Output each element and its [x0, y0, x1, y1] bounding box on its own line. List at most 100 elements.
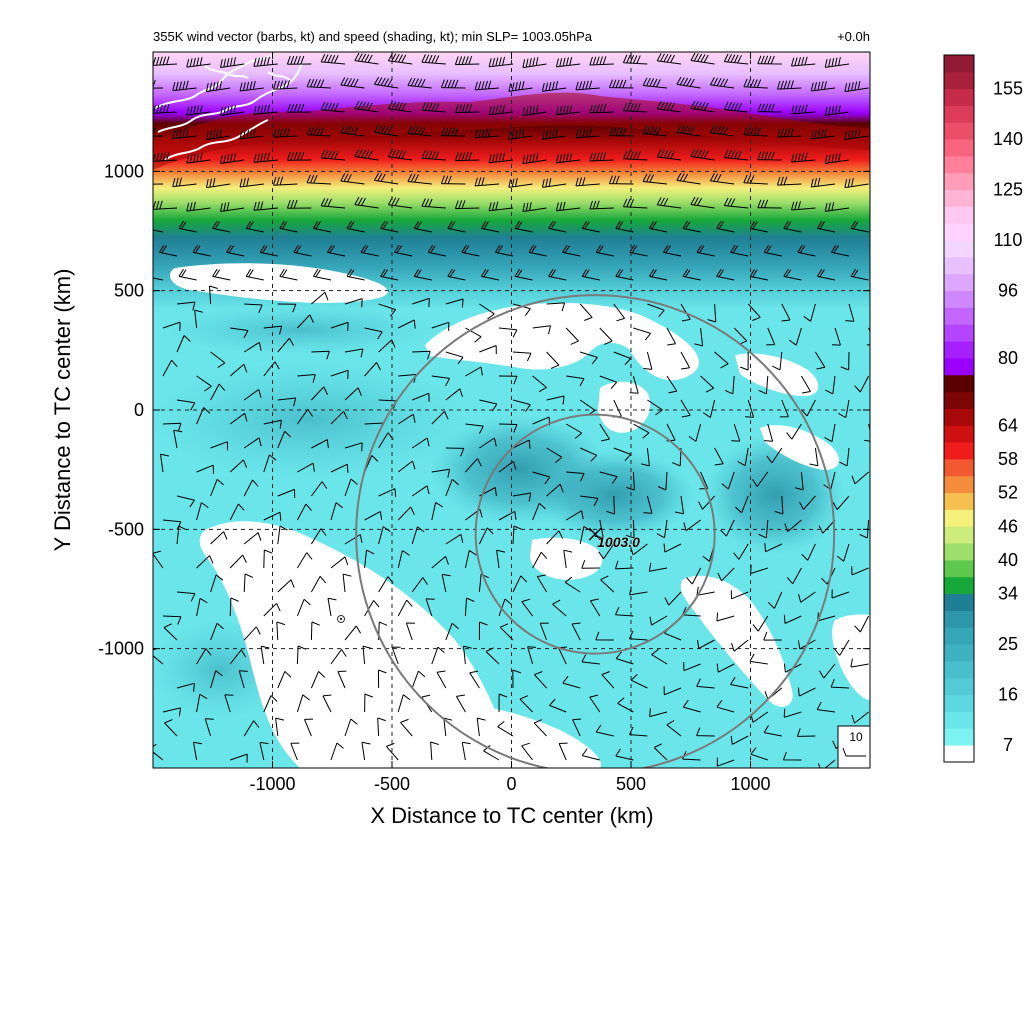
wind-barb: [707, 303, 717, 323]
wind-barb: [153, 104, 178, 114]
wind-barb: [387, 148, 413, 161]
wind-barb: [563, 549, 573, 569]
x-axis-label: X Distance to TC center (km): [370, 803, 653, 828]
wind-barb: [277, 337, 295, 353]
wind-barb: [330, 369, 349, 379]
wind-barb: [196, 693, 208, 713]
colorbar-segment: [944, 122, 974, 140]
wind-barb: [683, 519, 701, 532]
wind-barb: [378, 488, 397, 498]
wind-barb: [633, 423, 650, 439]
wind-barb: [441, 573, 451, 593]
wind-barb: [643, 495, 653, 514]
wind-barb: [532, 375, 547, 393]
wind-barb: [153, 743, 164, 761]
wind-barb: [824, 105, 850, 116]
wind-barb: [253, 201, 278, 211]
wind-barb: [766, 447, 783, 464]
wind-barb: [622, 54, 648, 65]
wind-barb: [532, 471, 551, 485]
colorbar-tick-label: 40: [998, 550, 1018, 570]
wind-barb: [397, 550, 410, 569]
wind-barb: [164, 719, 178, 737]
wind-barb: [743, 126, 768, 137]
wind-barb: [845, 303, 855, 322]
wind-barb: [521, 742, 533, 761]
wind-barb: [306, 174, 332, 185]
wind-barb: [344, 387, 362, 401]
wind-barb: [579, 447, 598, 462]
range-rings: [355, 294, 836, 768]
wind-barb: [176, 399, 196, 411]
wind-barb: [153, 550, 164, 569]
wind-barb: [844, 129, 869, 141]
wind-barb: [832, 495, 850, 510]
wind-barb: [763, 725, 782, 737]
wind-barb: [320, 101, 346, 113]
wind-barb: [488, 104, 514, 116]
wind-barb: [579, 303, 593, 321]
wind-barb: [656, 149, 682, 161]
wind-barb: [277, 671, 292, 689]
wind-barb: [595, 724, 614, 737]
wind-barb: [716, 663, 735, 673]
wind-barb: [696, 586, 715, 596]
wind-barb: [836, 543, 850, 562]
wind-barb: [615, 748, 634, 761]
wind-barb: [263, 361, 280, 377]
wind-barb: [680, 351, 691, 370]
wind-barb: [696, 244, 715, 257]
wind-barb: [565, 423, 583, 439]
wind-barb: [844, 81, 869, 93]
y-axis: -1000 -500 0 500 1000: [98, 161, 870, 659]
colorbar-segment: [944, 475, 974, 494]
wind-barb: [745, 399, 755, 418]
wind-barb: [277, 525, 288, 545]
wind-barb: [153, 229, 164, 233]
calm-marker: [337, 615, 345, 623]
wind-barb: [750, 747, 768, 761]
wind-barb: [664, 591, 682, 606]
wind-barb: [663, 686, 682, 696]
wind-barb: [293, 244, 312, 257]
wind-barb: [272, 128, 298, 138]
wind-barb: [519, 695, 533, 713]
wind-barb: [514, 220, 533, 233]
wind-barb: [440, 127, 466, 137]
wind-barb: [522, 202, 547, 213]
wind-barb: [230, 327, 249, 339]
wind-barb: [296, 694, 310, 713]
colorbar-tick-label: 25: [998, 634, 1018, 654]
wind-barb: [834, 639, 850, 656]
wind-barb: [162, 359, 178, 377]
wind-barb: [546, 302, 566, 312]
wind-barb: [528, 244, 547, 257]
wind-barb: [430, 741, 439, 761]
wind-barb: [297, 314, 314, 329]
wind-barb: [172, 128, 197, 140]
wind-barb: [734, 495, 749, 514]
wind-barb: [749, 268, 768, 281]
wind-barb: [498, 423, 518, 433]
wind-barb: [447, 268, 466, 281]
wind-barb: [599, 375, 618, 390]
wind-barb: [380, 268, 399, 281]
wind-barb: [851, 471, 869, 485]
wind-barb: [648, 220, 668, 233]
colorbar-tick-label: 155: [993, 79, 1023, 99]
wind-barb: [342, 573, 352, 593]
wind-barb: [814, 351, 826, 370]
wind-barb: [714, 351, 729, 369]
wind-barb: [412, 392, 430, 402]
wind-barb: [851, 711, 869, 724]
wind-barb: [575, 177, 600, 187]
wind-barb: [286, 151, 312, 161]
wind-barb: [178, 220, 197, 233]
wind-barb: [162, 615, 182, 625]
wind-barb: [377, 717, 386, 737]
y-tick-label: 500: [114, 281, 144, 301]
wind-barb: [465, 458, 482, 473]
wind-barb: [340, 125, 365, 137]
wind-barb: [595, 631, 614, 641]
